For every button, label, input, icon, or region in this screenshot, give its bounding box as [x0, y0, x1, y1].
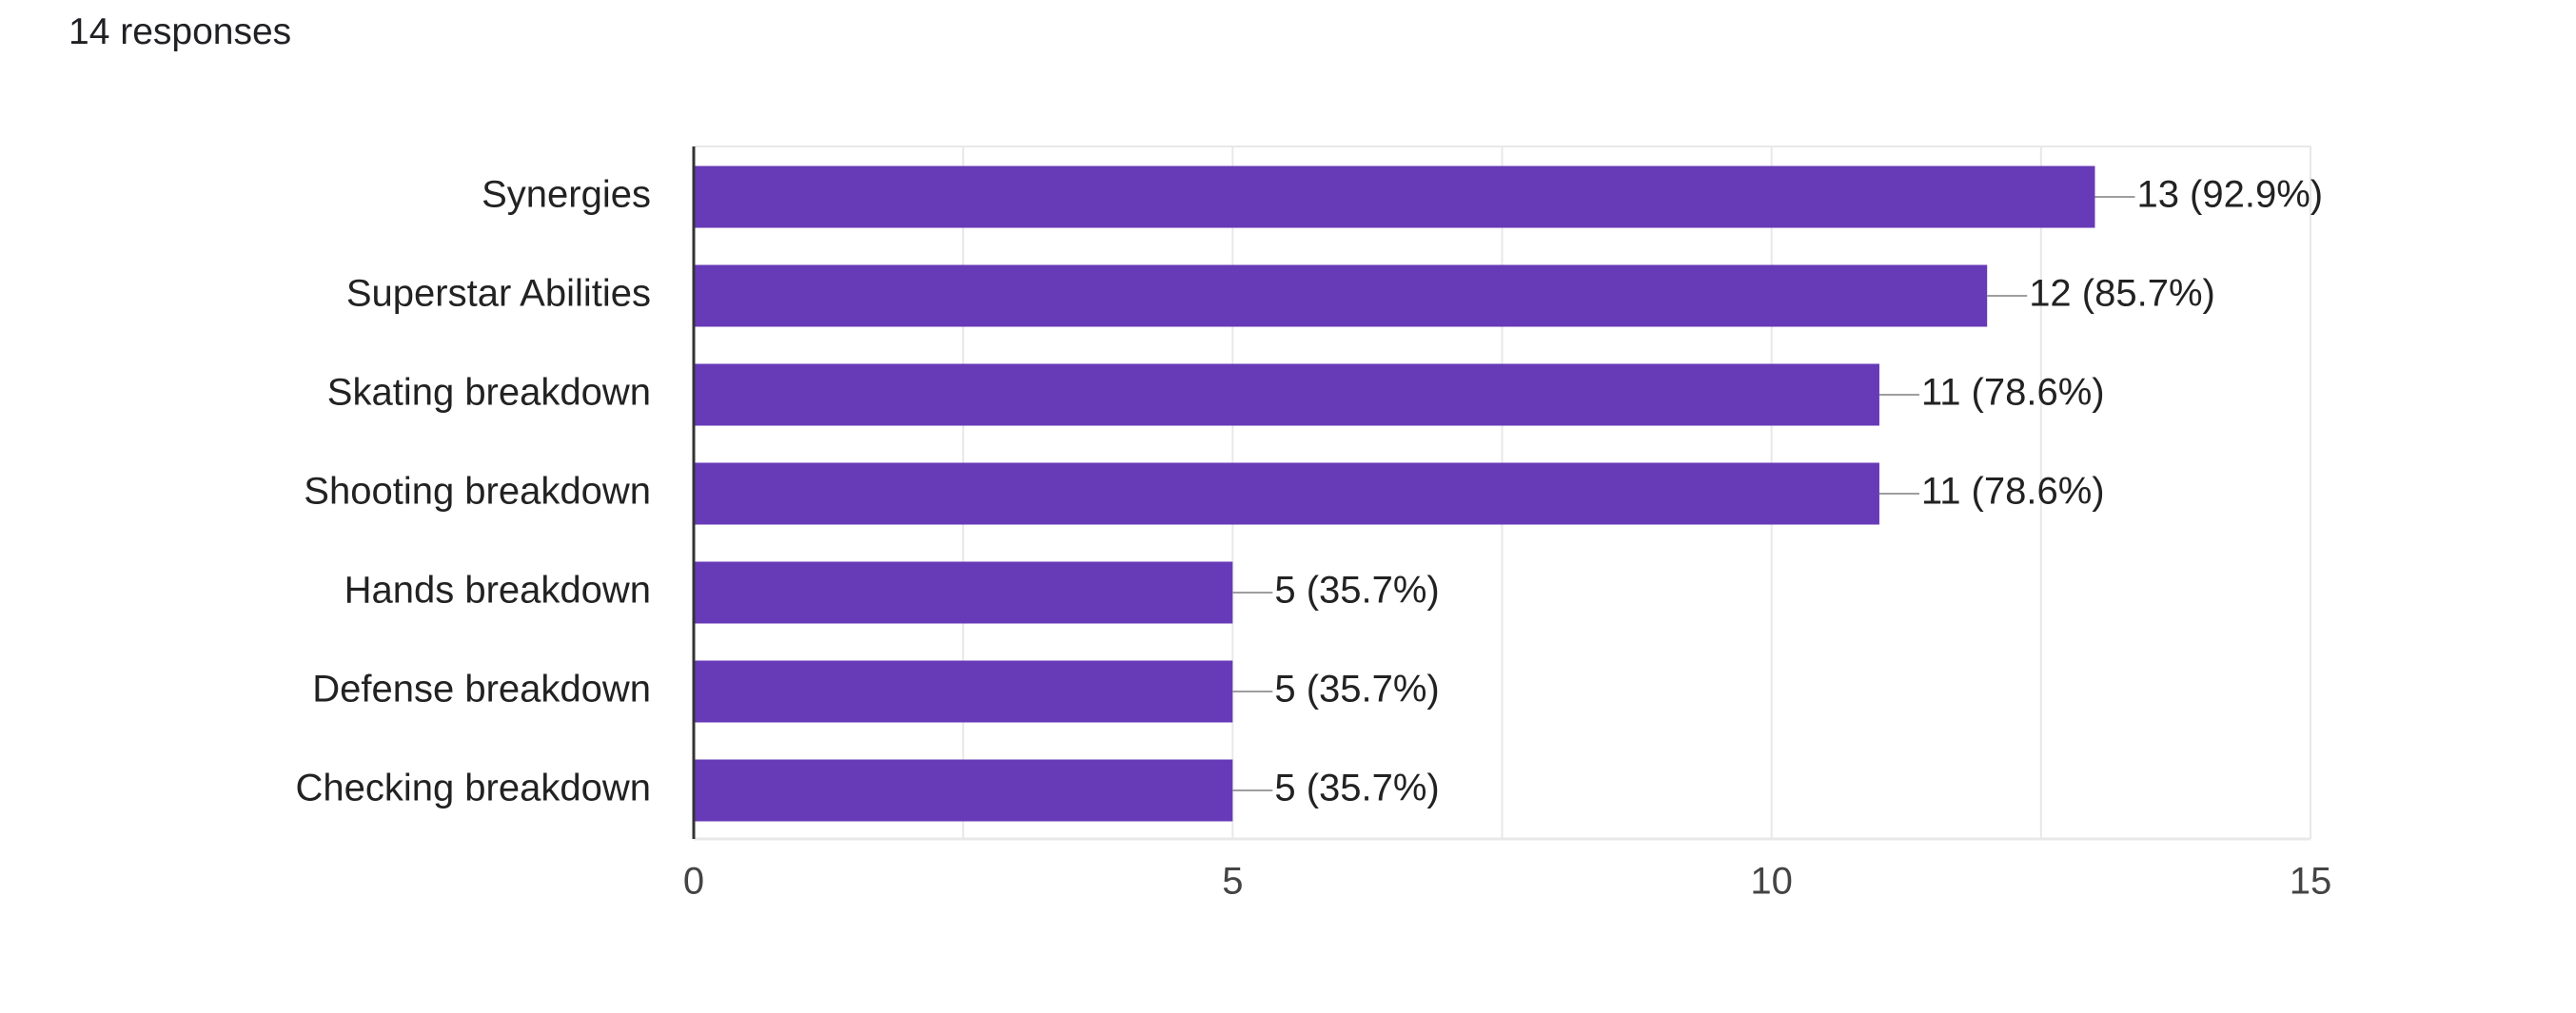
bar[interactable] [694, 363, 1879, 426]
bar[interactable] [694, 166, 2095, 228]
x-tick-label: 5 [1222, 861, 1243, 903]
bar[interactable] [694, 462, 1879, 525]
bar[interactable] [694, 264, 1988, 327]
value-label: 12 (85.7%) [2029, 273, 2215, 315]
labels: 13 (92.9%) Synergies 12 (85.7%) Superstar A… [295, 174, 2331, 903]
category-label: Shooting breakdown [304, 471, 651, 513]
bars [694, 166, 2135, 822]
value-label: 5 (35.7%) [1274, 570, 1439, 612]
value-label: 5 (35.7%) [1274, 768, 1439, 809]
x-tick-label: 10 [1750, 861, 1793, 903]
bar[interactable] [694, 561, 1233, 624]
bar[interactable] [694, 759, 1233, 822]
response-count: 14 responses [69, 11, 292, 52]
value-label: 13 (92.9%) [2136, 174, 2323, 216]
category-label: Skating breakdown [327, 372, 651, 414]
category-label: Synergies [482, 174, 651, 216]
value-label: 11 (78.6%) [1921, 372, 2105, 414]
value-label: 11 (78.6%) [1921, 471, 2105, 513]
value-label: 5 (35.7%) [1274, 669, 1439, 711]
x-tick-label: 0 [683, 861, 704, 903]
x-tick-label: 15 [2290, 861, 2332, 903]
bar[interactable] [694, 660, 1233, 723]
category-label: Checking breakdown [295, 768, 651, 809]
category-label: Superstar Abilities [346, 273, 651, 315]
category-label: Hands breakdown [344, 570, 651, 612]
category-label: Defense breakdown [312, 669, 651, 711]
